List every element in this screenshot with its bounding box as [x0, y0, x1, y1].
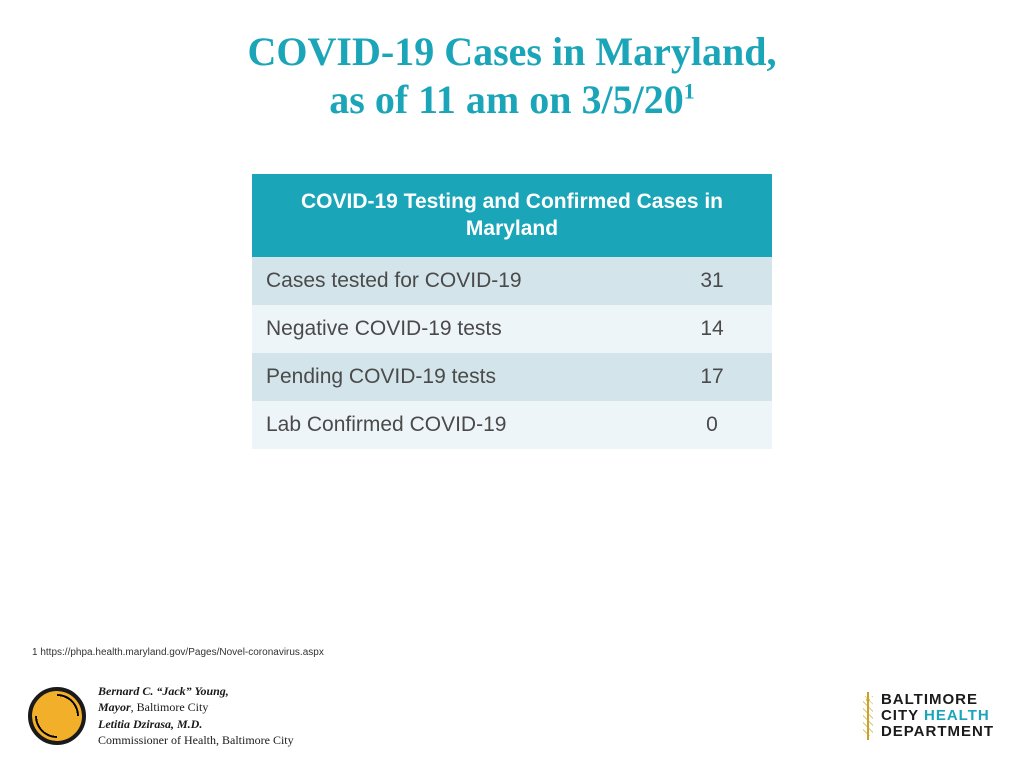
credit-line1: Bernard C. “Jack” Young,	[98, 683, 294, 699]
dept-line2: CITY HEALTH	[881, 708, 994, 724]
credits: Bernard C. “Jack” Young, Mayor, Baltimor…	[98, 683, 294, 748]
footer-left: Bernard C. “Jack” Young, Mayor, Baltimor…	[28, 683, 294, 748]
credit-line3: Commissioner of Health, Baltimore City	[98, 732, 294, 748]
cases-table: COVID-19 Testing and Confirmed Cases in …	[252, 174, 772, 449]
credit-line1b: Mayor, Baltimore City	[98, 699, 294, 715]
dept-logo: BALTIMORE CITY HEALTH DEPARTMENT	[881, 692, 994, 739]
title-sup: 1	[684, 79, 695, 104]
table-row: Lab Confirmed COVID-19 0	[252, 401, 772, 449]
table-row: Pending COVID-19 tests 17	[252, 353, 772, 401]
row-value: 17	[652, 353, 772, 401]
row-value: 0	[652, 401, 772, 449]
row-label: Cases tested for COVID-19	[252, 257, 652, 305]
commissioner-name: Letitia Dzirasa, M.D.	[98, 717, 202, 731]
footnote: 1 https://phpa.health.maryland.gov/Pages…	[32, 647, 324, 658]
title-line1: COVID-19 Cases in Maryland,	[248, 29, 777, 74]
table-header: COVID-19 Testing and Confirmed Cases in …	[252, 174, 772, 257]
city-seal-icon	[28, 687, 86, 745]
dept-line3: DEPARTMENT	[881, 724, 994, 740]
mayor-name: Bernard C. “Jack” Young,	[98, 684, 229, 698]
dept-line2a: CITY	[881, 707, 924, 724]
mayor-role: Mayor	[98, 700, 131, 714]
row-label: Lab Confirmed COVID-19	[252, 401, 652, 449]
mayor-city: , Baltimore City	[131, 700, 209, 714]
page-title: COVID-19 Cases in Maryland, as of 11 am …	[0, 0, 1024, 124]
row-label: Pending COVID-19 tests	[252, 353, 652, 401]
row-value: 31	[652, 257, 772, 305]
footer-right: BALTIMORE CITY HEALTH DEPARTMENT	[861, 688, 994, 744]
row-label: Negative COVID-19 tests	[252, 305, 652, 353]
caduceus-icon	[861, 688, 875, 744]
dept-line2b: HEALTH	[924, 707, 990, 724]
table-row: Cases tested for COVID-19 31	[252, 257, 772, 305]
table-row: Negative COVID-19 tests 14	[252, 305, 772, 353]
dept-line1: BALTIMORE	[881, 692, 994, 708]
row-value: 14	[652, 305, 772, 353]
title-line2: as of 11 am on 3/5/20	[329, 77, 683, 122]
credit-line2: Letitia Dzirasa, M.D.	[98, 716, 294, 732]
